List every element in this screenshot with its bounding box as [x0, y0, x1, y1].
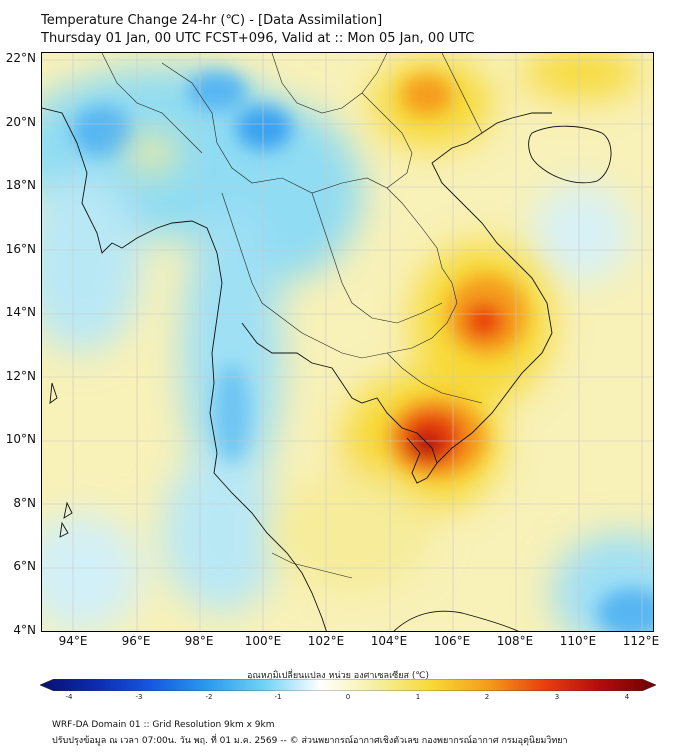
lon-label: 96°E [121, 634, 151, 648]
colorbar-tick: 1 [415, 693, 421, 701]
lat-label: 8°N [13, 496, 36, 510]
lon-label: 112°E [622, 634, 660, 648]
lon-label: 106°E [433, 634, 471, 648]
lon-label: 100°E [244, 634, 282, 648]
colorbar-tick: -3 [135, 693, 143, 701]
colorbar-tick: -1 [274, 693, 282, 701]
map-title: Temperature Change 24-hr (℃) - [Data Ass… [41, 13, 383, 28]
cold-core-layer [72, 71, 653, 631]
lat-label: 18°N [5, 178, 36, 192]
map-canvas [42, 53, 653, 631]
lat-label: 10°N [5, 432, 36, 446]
hot-core-layer [387, 75, 527, 478]
colorbar-gradient [40, 679, 656, 691]
lon-label: 98°E [184, 634, 214, 648]
footer-credit: ปรับปรุงข้อมูล ณ เวลา 07:00น. วัน พฤ. ที… [52, 736, 568, 746]
graticule [42, 53, 653, 631]
colorbar-tick: 0 [345, 693, 351, 701]
colorbar-tick: 4 [624, 693, 630, 701]
lat-label: 4°N [13, 623, 36, 637]
colorbar-tick: 3 [554, 693, 560, 701]
political-borders [101, 53, 483, 579]
lat-label: 6°N [13, 559, 36, 573]
colorbar-tick: -2 [205, 693, 213, 701]
lon-label: 94°E [58, 634, 88, 648]
lon-label: 110°E [559, 634, 597, 648]
colorbar-tick: 2 [484, 693, 490, 701]
colorbar-label: อุณหภูมิเปลี่ยนแปลง หน่วย องศาเซลเซียส (… [246, 671, 430, 681]
temperature-change-map[interactable] [41, 52, 654, 632]
lon-label: 104°E [370, 634, 408, 648]
lat-label: 20°N [5, 115, 36, 129]
lat-label: 14°N [5, 305, 36, 319]
lat-label: 22°N [5, 51, 36, 65]
lon-label: 108°E [496, 634, 534, 648]
colorbar [40, 679, 656, 691]
colorbar-tick: -4 [65, 693, 73, 701]
lat-label: 12°N [5, 369, 36, 383]
lat-label: 16°N [5, 242, 36, 256]
lon-label: 102°E [307, 634, 345, 648]
coastlines [42, 107, 612, 631]
footer-model-info: WRF-DA Domain 01 :: Grid Resolution 9km … [52, 720, 275, 730]
map-subtitle: Thursday 01 Jan, 00 UTC FCST+096, Valid … [41, 31, 475, 46]
